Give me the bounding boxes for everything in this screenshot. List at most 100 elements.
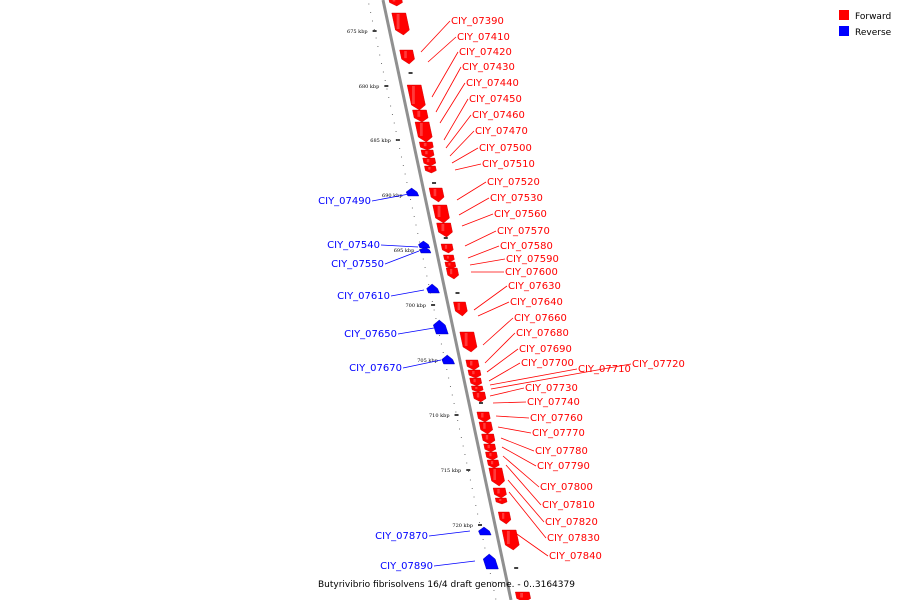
svg-text:720 kbp: 720 kbp [452, 523, 473, 529]
svg-text:CIY_07500: CIY_07500 [479, 143, 532, 154]
scale-dot [475, 504, 477, 507]
scale-dot [388, 96, 390, 99]
forward-gene-shape [391, 12, 410, 36]
scale-dot [370, 11, 372, 14]
forward-gene-highlight [457, 303, 461, 311]
forward-gene-highlight [433, 189, 437, 197]
forward-gene-label: CIY_07570 [464, 226, 550, 247]
scale-dot [386, 88, 388, 90]
svg-text:CIY_07870: CIY_07870 [375, 531, 428, 542]
forward-gene-label: CIY_07530 [458, 193, 543, 216]
reverse-gene-shape [405, 187, 420, 197]
reverse-gene-label: CIY_07540 [327, 240, 419, 251]
forward-gene-label: CIY_07580 [467, 241, 553, 259]
svg-text:CIY_07670: CIY_07670 [349, 363, 402, 374]
svg-text:CIY_07440: CIY_07440 [466, 78, 519, 89]
svg-text:CIY_07800: CIY_07800 [540, 482, 593, 493]
forward-gene-label: CIY_07680 [484, 328, 569, 364]
svg-text:CIY_07660: CIY_07660 [514, 313, 567, 324]
svg-text:CIY_07830: CIY_07830 [547, 533, 600, 544]
scale-dot [411, 207, 413, 209]
scale-dot [458, 428, 461, 430]
forward-gene-label: CIY_07440 [439, 78, 519, 124]
forward-gene-highlight [448, 263, 451, 266]
scale-dot [466, 462, 468, 464]
svg-text:CIY_07790: CIY_07790 [537, 461, 590, 472]
svg-text:CIY_07570: CIY_07570 [497, 226, 550, 237]
forward-gene-label: CIY_07600 [471, 267, 558, 278]
forward-gene-highlight [487, 445, 490, 449]
forward-gene-highlight [444, 245, 448, 249]
svg-text:CIY_07420: CIY_07420 [459, 47, 512, 58]
scale-dot [464, 453, 466, 456]
forward-gene-shape [436, 222, 453, 238]
reverse-gene-label: CIY_07490 [318, 193, 410, 207]
scale-dot [468, 470, 470, 473]
forward-gene-shape [481, 433, 496, 445]
scale-dot [431, 300, 433, 303]
scale-dot [424, 266, 426, 269]
svg-text:CIY_07450: CIY_07450 [469, 94, 522, 105]
forward-gene-label: CIY_07830 [508, 491, 600, 544]
scale-dot [368, 3, 370, 5]
scale-tick: 700 kbp [405, 303, 436, 309]
scale-dot [495, 598, 497, 600]
forward-gene-highlight [404, 51, 407, 59]
forward-gene-highlight [446, 256, 449, 259]
scale-dot [473, 496, 475, 498]
scale-tick: 680 kbp [359, 84, 389, 90]
forward-gene-shape [488, 467, 505, 487]
forward-gene-label: CIY_07780 [500, 437, 588, 457]
forward-gene-highlight [502, 513, 505, 519]
forward-gene-shape [428, 187, 445, 203]
svg-text:685 kbp: 685 kbp [370, 138, 391, 144]
reverse-gene-shape [482, 553, 499, 570]
forward-gene-highlight [423, 143, 427, 147]
reverse-gene-label: CIY_07670 [349, 359, 442, 374]
scale-dot [379, 54, 381, 56]
forward-gene-label: CIY_07690 [486, 344, 572, 373]
svg-text:CIY_07770: CIY_07770 [532, 428, 585, 439]
scale-dot [400, 156, 403, 158]
forward-gene-label: CIY_07420 [431, 47, 512, 98]
forward-gene-highlight [425, 151, 428, 155]
scale-dot [449, 385, 452, 388]
forward-gene-shape [471, 385, 484, 393]
svg-text:CIY_07840: CIY_07840 [549, 551, 602, 562]
scale-dot [477, 513, 479, 515]
svg-text:CIY_07550: CIY_07550 [331, 259, 384, 270]
svg-text:715 kbp: 715 kbp [441, 468, 462, 474]
forward-gene-label: CIY_07470 [449, 126, 528, 157]
forward-gene-label: CIY_07800 [502, 455, 593, 493]
scale-tick: 715 kbp [441, 468, 471, 474]
forward-gene-highlight [475, 387, 478, 389]
forward-gene-label: CIY_07810 [505, 464, 595, 511]
scale-dot [413, 215, 415, 218]
svg-text:CIY_07730: CIY_07730 [525, 383, 578, 394]
scale-tick: 720 kbp [452, 523, 482, 529]
forward-gene-label: CIY_07730 [489, 383, 578, 397]
svg-text:CIY_07520: CIY_07520 [487, 177, 540, 188]
scale-dot [419, 241, 421, 243]
svg-text:710 kbp: 710 kbp [429, 413, 450, 419]
forward-gene-label: CIY_07760 [495, 413, 583, 424]
scale-dot [435, 317, 437, 320]
svg-text:CIY_07430: CIY_07430 [462, 62, 515, 73]
scale-dot [451, 394, 453, 396]
forward-gene-highlight [490, 461, 494, 465]
svg-text:CIY_07890: CIY_07890 [380, 561, 433, 572]
genome-backbone [381, 0, 513, 600]
scale-dot [397, 139, 399, 141]
scale-dot [471, 487, 473, 490]
svg-text:CIY_07760: CIY_07760 [530, 413, 583, 424]
svg-text:690 kbp: 690 kbp [382, 193, 403, 199]
forward-gene-highlight [428, 167, 431, 170]
gene-features [388, 0, 531, 600]
reverse-gene-shape [433, 319, 449, 335]
forward-gene-label: CIY_07390 [420, 16, 504, 53]
svg-text:CIY_07600: CIY_07600 [505, 267, 558, 278]
forward-gene-shape [486, 459, 500, 469]
svg-text:CIY_07510: CIY_07510 [482, 159, 535, 170]
svg-text:CIY_07560: CIY_07560 [494, 209, 547, 220]
scale-dot [399, 147, 401, 150]
